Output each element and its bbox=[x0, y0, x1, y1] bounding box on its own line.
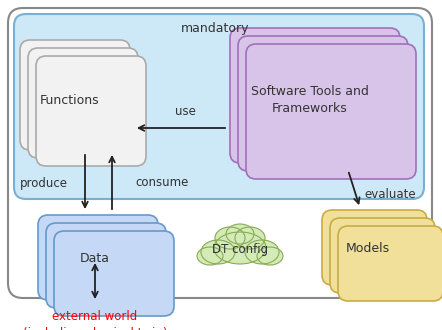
FancyBboxPatch shape bbox=[54, 231, 174, 316]
FancyBboxPatch shape bbox=[14, 14, 424, 199]
Text: Data: Data bbox=[80, 251, 110, 265]
Ellipse shape bbox=[235, 227, 265, 249]
FancyBboxPatch shape bbox=[46, 223, 166, 308]
Ellipse shape bbox=[215, 227, 245, 249]
FancyBboxPatch shape bbox=[322, 210, 427, 285]
FancyBboxPatch shape bbox=[20, 40, 130, 150]
Ellipse shape bbox=[201, 240, 235, 264]
Text: Software Tools and
Frameworks: Software Tools and Frameworks bbox=[251, 85, 369, 115]
Text: use: use bbox=[175, 105, 195, 118]
Text: mandatory: mandatory bbox=[181, 22, 249, 35]
FancyBboxPatch shape bbox=[230, 28, 400, 163]
Text: consume: consume bbox=[135, 177, 188, 189]
Text: Models: Models bbox=[346, 242, 390, 254]
FancyBboxPatch shape bbox=[246, 44, 416, 179]
Ellipse shape bbox=[197, 247, 223, 265]
FancyBboxPatch shape bbox=[338, 226, 442, 301]
FancyBboxPatch shape bbox=[28, 48, 138, 158]
FancyBboxPatch shape bbox=[38, 215, 158, 300]
Ellipse shape bbox=[257, 247, 283, 265]
FancyBboxPatch shape bbox=[238, 36, 408, 171]
Text: produce: produce bbox=[20, 177, 68, 189]
FancyBboxPatch shape bbox=[8, 8, 432, 298]
Ellipse shape bbox=[226, 224, 254, 244]
Text: Functions: Functions bbox=[40, 93, 100, 107]
Text: evaluate: evaluate bbox=[364, 188, 416, 202]
Ellipse shape bbox=[214, 232, 266, 264]
Text: DT config: DT config bbox=[212, 244, 268, 256]
FancyBboxPatch shape bbox=[36, 56, 146, 166]
FancyBboxPatch shape bbox=[330, 218, 435, 293]
Ellipse shape bbox=[245, 240, 279, 264]
Text: external world
(including physical twin): external world (including physical twin) bbox=[23, 310, 167, 330]
